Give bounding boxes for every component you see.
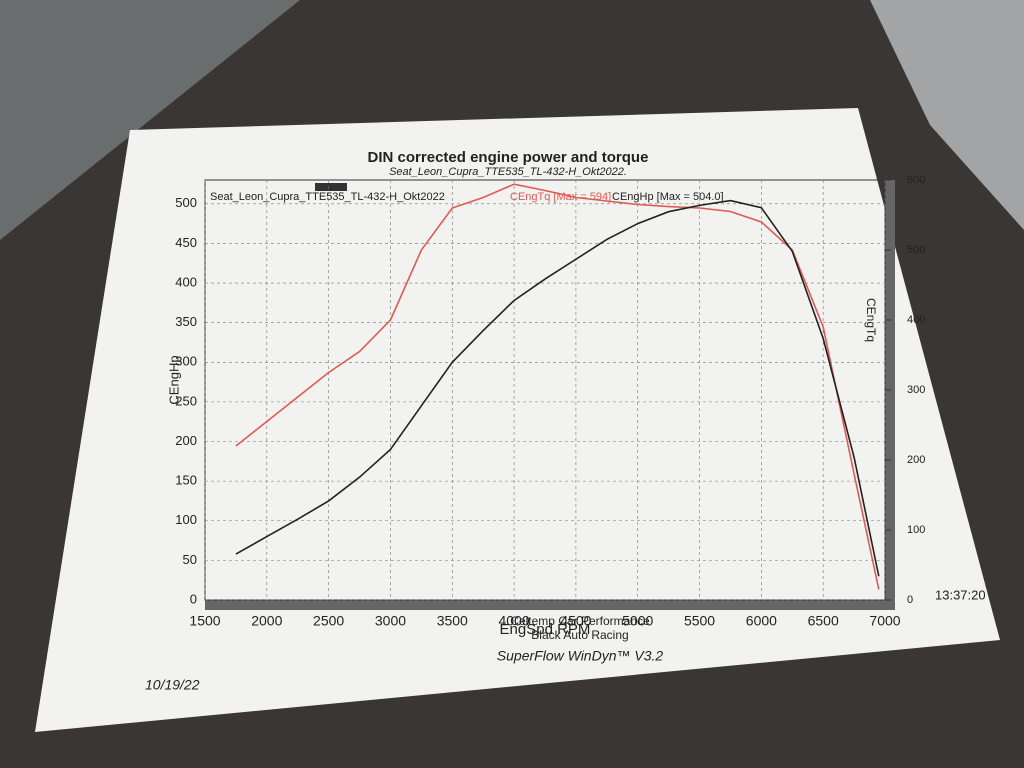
x-tick-label: 3000	[375, 613, 406, 629]
print-date: 10/19/22	[145, 677, 200, 693]
x-tick-label: 2000	[251, 613, 282, 629]
y-tick-label: 250	[175, 393, 197, 408]
series-line	[235, 199, 880, 577]
chart-title: DIN corrected engine power and torque	[368, 149, 649, 166]
run-label: Seat_Leon_Cupra_TTE535_TL-432-H_Okt2022	[210, 191, 445, 203]
print-time: 13:37:20	[935, 587, 986, 602]
x-tick-label: 1500	[189, 613, 220, 629]
y2-tick-label: 400	[907, 314, 925, 326]
y2-tick-label: 300	[907, 384, 925, 396]
x-tick-label: 4000	[499, 613, 530, 629]
run-swatch	[315, 183, 347, 191]
footer-line2: Black Auto Racing	[531, 628, 628, 642]
y-axis-label: CEngHp	[166, 355, 181, 404]
x-tick-label: 3500	[437, 613, 468, 629]
x-axis-label: EngSpd RPM	[500, 621, 591, 638]
software-label: SuperFlow WinDyn™ V3.2	[497, 648, 664, 664]
x-tick-label: 5000	[622, 613, 653, 629]
paper-corner	[870, 0, 1024, 230]
x-tick-label: 2500	[313, 613, 344, 629]
frame-shadow-right	[885, 180, 895, 610]
y2-tick-label: 200	[907, 454, 925, 466]
y-tick-label: 100	[175, 512, 197, 527]
y-tick-label: 400	[175, 274, 197, 289]
frame-shadow-bottom	[205, 600, 895, 610]
legend-label: CEngHp [Max = 504.0]	[612, 191, 724, 203]
y-tick-label: 200	[175, 433, 197, 448]
y-tick-label: 50	[183, 552, 197, 567]
y-tick-label: 150	[175, 473, 197, 488]
series-line	[235, 183, 880, 590]
y2-tick-label: 100	[907, 524, 925, 536]
x-tick-label: 5500	[684, 613, 715, 629]
y2-axis-label: CEngTq	[864, 298, 878, 342]
legend-label: CEngTq [Max = 594]	[510, 191, 611, 203]
paper	[35, 108, 1000, 732]
chart-subtitle: Seat_Leon_Cupra_TTE535_TL-432-H_Okt2022.	[389, 166, 627, 178]
y-tick-label: 300	[175, 354, 197, 369]
y-tick-label: 0	[190, 591, 197, 606]
x-tick-label: 7000	[869, 613, 900, 629]
x-tick-label: 6500	[808, 613, 839, 629]
y-tick-label: 350	[175, 314, 197, 329]
plastic-sheet	[0, 0, 300, 240]
y2-tick-label: 600	[907, 174, 925, 186]
footer-line1: Celtemp Car Performance	[510, 614, 650, 628]
y-tick-label: 500	[175, 195, 197, 210]
x-tick-label: 4500	[560, 613, 591, 629]
y2-tick-label: 500	[907, 244, 925, 256]
x-tick-label: 6000	[746, 613, 777, 629]
y2-tick-label: 0	[907, 594, 913, 606]
y-tick-label: 450	[175, 235, 197, 250]
